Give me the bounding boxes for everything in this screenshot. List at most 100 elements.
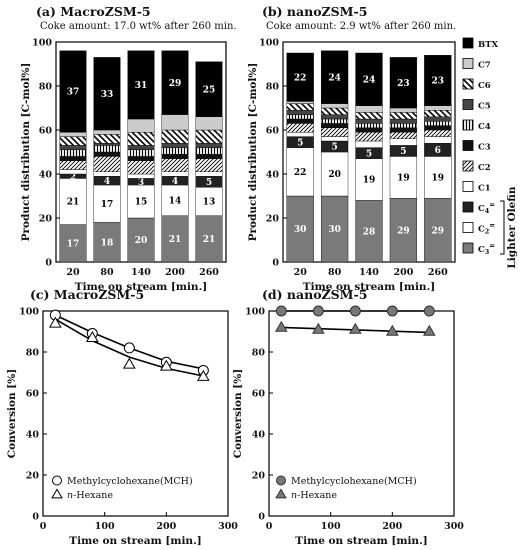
panel-title: (c) MacroZSM-5 [30, 287, 144, 302]
bar-segment [286, 131, 314, 137]
bar-segment [389, 57, 418, 109]
legend-swatch [462, 222, 474, 233]
data-label: 21 [203, 235, 216, 245]
bar-segment [161, 158, 189, 173]
data-label: 17 [67, 240, 80, 250]
bar-segment [195, 61, 223, 117]
data-label: 28 [363, 227, 376, 237]
data-point [423, 305, 435, 317]
legend-swatch [462, 201, 474, 213]
x-tick-label: 80 [100, 267, 114, 278]
bar-segment [161, 153, 189, 159]
data-label: 29 [169, 79, 182, 89]
x-tick-label: 140 [131, 267, 151, 278]
y-tick-label: 40 [266, 170, 280, 181]
bar-segment [424, 197, 452, 263]
data-label: 33 [101, 90, 114, 100]
bar-segment [161, 215, 189, 263]
bar-segment [286, 103, 314, 111]
bar-segment [161, 114, 189, 131]
y-tick-label: 100 [259, 38, 279, 49]
data-point [348, 322, 362, 334]
legend-label: C2= [478, 221, 495, 236]
legend-swatch [462, 37, 474, 49]
bar-segment [93, 156, 121, 172]
data-label: 6 [435, 146, 441, 156]
y-tick-label: 60 [252, 389, 266, 400]
x-tick-label: 140 [359, 267, 379, 278]
bar-segment [424, 125, 452, 131]
bar-segment [161, 147, 189, 155]
bar-segment [355, 123, 383, 129]
x-tick-label: 20 [294, 267, 308, 278]
data-label: 4 [104, 177, 110, 187]
y-tick-label: 20 [26, 471, 40, 482]
bar-segment [355, 140, 383, 148]
x-tick-label: 200 [165, 267, 185, 278]
legend-label: C4 [478, 122, 491, 132]
x-tick-label: 0 [266, 521, 273, 532]
bar-segment [127, 173, 155, 179]
y-axis-label: Product distribution [C-mol%] [20, 63, 32, 242]
bar-segment [355, 158, 383, 201]
x-tick-label: 260 [199, 267, 219, 278]
legend-swatch [462, 181, 474, 192]
legend-label: C1 [478, 184, 491, 194]
x-tick-label: 200 [393, 267, 413, 278]
data-point [159, 359, 173, 371]
coke-note: Coke amount: 17.0 wt% after 260 min. [40, 21, 237, 32]
legend-entry: n-Hexane [291, 490, 337, 501]
fit-line [54, 318, 207, 378]
panel-c: (c) MacroZSM-5 0 20 40 60 80 100 0 100 200 300 Time… [6, 287, 238, 547]
data-point [52, 475, 62, 486]
data-point [312, 305, 324, 317]
x-tick-label: 0 [40, 521, 47, 532]
bar-segment [424, 109, 452, 117]
data-label: 31 [135, 81, 148, 91]
data-label: 13 [203, 198, 216, 208]
bar-segment [195, 171, 223, 177]
bar-segment [127, 50, 155, 120]
data-point [123, 342, 135, 354]
bar-segment [195, 142, 223, 148]
legend-label: BTX [478, 40, 499, 50]
x-tick-label: 300 [444, 521, 464, 532]
y-tick-label: 60 [39, 126, 53, 137]
legend-entry: n-Hexane [67, 490, 113, 501]
data-label: 19 [397, 174, 410, 184]
bar-segment [286, 118, 314, 124]
bar-segment [93, 57, 121, 131]
y-tick-label: 40 [26, 430, 40, 441]
legend-label: C6 [478, 81, 491, 91]
bar-segment [161, 50, 189, 115]
data-point [311, 322, 325, 334]
bar-segment [320, 151, 349, 197]
y-tick-label: 100 [32, 38, 52, 49]
data-point [275, 488, 287, 499]
x-tick-label: 200 [156, 521, 176, 532]
bar-segment [127, 156, 155, 161]
bar-segment [127, 149, 155, 157]
data-label: 29 [432, 226, 445, 236]
x-axis-label: Time on stream [min.] [69, 535, 201, 547]
x-tick-label: 100 [321, 521, 341, 532]
y-tick-label: 100 [19, 307, 39, 318]
y-tick-label: 0 [32, 512, 39, 523]
bar-segment [286, 101, 314, 104]
bar-segment [355, 127, 383, 133]
bar-segment [424, 120, 452, 126]
y-tick-label: 80 [39, 82, 53, 93]
x-tick-label: 20 [66, 267, 80, 278]
data-label: 24 [363, 76, 376, 86]
data-label: 29 [397, 226, 410, 236]
data-label: 5 [366, 149, 372, 159]
x-axis-label: Time on stream [min.] [295, 535, 427, 547]
data-label: 4 [172, 177, 178, 187]
bar-segment [93, 142, 121, 146]
data-label: 18 [101, 238, 114, 248]
data-label: 37 [67, 88, 80, 98]
y-tick-label: 60 [266, 126, 280, 137]
legend-label: C3 [478, 143, 491, 153]
y-tick-label: 0 [272, 258, 279, 269]
